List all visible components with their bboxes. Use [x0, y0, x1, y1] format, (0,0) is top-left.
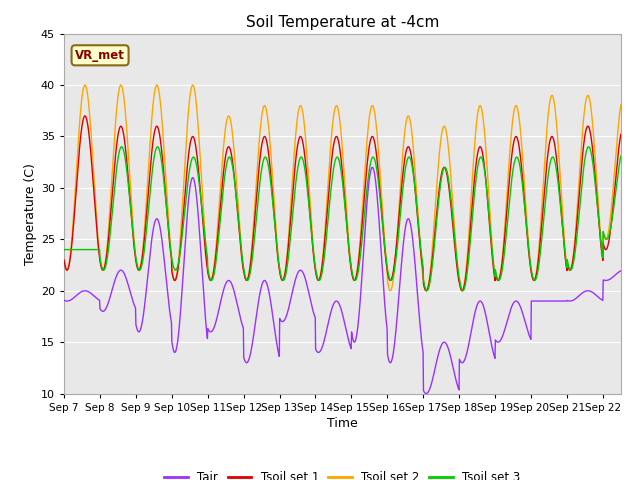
X-axis label: Time: Time [327, 417, 358, 430]
Tsoil set 2 [81, 82, 89, 88]
Tsoil set 2 [458, 288, 466, 294]
Tsoil set 3 [160, 179, 168, 185]
Line: Tair: Tair [64, 168, 621, 394]
Tair [160, 255, 168, 261]
Tsoil set 2 [544, 116, 552, 122]
Tsoil set 1 [161, 178, 168, 183]
Tair [544, 298, 552, 304]
Tair [617, 268, 625, 274]
Tsoil set 3 [60, 247, 68, 252]
Tsoil set 3 [221, 174, 228, 180]
Tsoil set 2 [161, 152, 168, 157]
Tair [369, 165, 376, 170]
Tsoil set 2 [617, 102, 625, 108]
Tair [422, 391, 430, 396]
Tsoil set 1 [544, 152, 552, 157]
Tair [482, 313, 490, 319]
Tsoil set 1 [458, 288, 466, 294]
Line: Tsoil set 2: Tsoil set 2 [64, 85, 621, 291]
Tsoil set 1 [482, 179, 490, 185]
Tsoil set 1 [221, 157, 229, 163]
Tsoil set 2 [272, 220, 280, 226]
Title: Soil Temperature at -4cm: Soil Temperature at -4cm [246, 15, 439, 30]
Tsoil set 1 [171, 277, 179, 283]
Tsoil set 1 [60, 257, 68, 263]
Tsoil set 3 [543, 179, 551, 184]
Tsoil set 2 [482, 148, 490, 154]
Tsoil set 3 [271, 226, 279, 231]
Tsoil set 3 [459, 288, 467, 294]
Tsoil set 2 [60, 255, 68, 261]
Tsoil set 3 [482, 176, 490, 182]
Tsoil set 3 [171, 266, 179, 272]
Y-axis label: Temperature (C): Temperature (C) [24, 163, 36, 264]
Tsoil set 2 [171, 277, 179, 283]
Line: Tsoil set 3: Tsoil set 3 [64, 147, 621, 291]
Tair [171, 349, 179, 355]
Tsoil set 1 [81, 113, 89, 119]
Tair [60, 298, 68, 303]
Text: VR_met: VR_met [75, 49, 125, 62]
Tair [271, 330, 279, 336]
Tsoil set 3 [585, 144, 593, 150]
Line: Tsoil set 1: Tsoil set 1 [64, 116, 621, 291]
Tair [221, 284, 228, 289]
Legend: Tair, Tsoil set 1, Tsoil set 2, Tsoil set 3: Tair, Tsoil set 1, Tsoil set 2, Tsoil se… [159, 466, 525, 480]
Tsoil set 1 [272, 230, 280, 236]
Tsoil set 3 [617, 153, 625, 159]
Tsoil set 2 [221, 129, 229, 135]
Tsoil set 1 [617, 132, 625, 137]
